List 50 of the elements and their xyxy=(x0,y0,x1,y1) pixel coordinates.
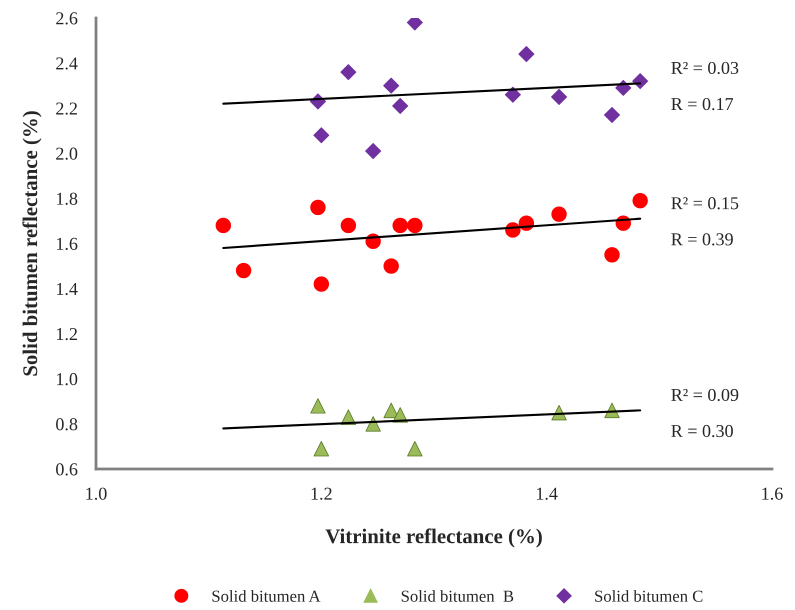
annotation: R² = 0.03 xyxy=(671,62,738,74)
y-tick-label: 1.8 xyxy=(56,192,78,205)
point xyxy=(216,218,232,234)
annotation: R = 0.30 xyxy=(671,424,733,438)
point xyxy=(340,218,356,234)
x-tick-label: 1.4 xyxy=(536,488,558,500)
annotation: R = 0.17 xyxy=(671,98,734,110)
y-tick-label: 1.4 xyxy=(56,282,78,296)
point xyxy=(392,218,408,234)
point xyxy=(365,143,382,160)
y-tick-label: 1.0 xyxy=(56,373,78,386)
legend-label: Solid bitumen C xyxy=(595,590,702,602)
point xyxy=(504,86,521,103)
legend-label: Solid bitumen A xyxy=(212,590,320,602)
point xyxy=(407,441,423,456)
y-tick-label: 2.2 xyxy=(56,102,77,115)
point xyxy=(551,206,567,222)
point xyxy=(383,258,399,274)
point xyxy=(310,398,326,414)
point xyxy=(310,200,326,216)
point xyxy=(604,106,620,123)
x-tick-label: 1.0 xyxy=(86,488,107,500)
y-tick-label: 2.0 xyxy=(56,148,78,160)
point xyxy=(604,247,620,262)
legend-label: Solid bitumen B xyxy=(402,590,514,602)
point xyxy=(383,402,399,418)
y-tick-label: 0.6 xyxy=(56,463,78,476)
y-tick-label: 1.2 xyxy=(56,328,77,340)
point xyxy=(632,192,648,208)
x-tick-label: 1.2 xyxy=(312,488,332,500)
point xyxy=(314,276,330,292)
y-axis-title: Solid bitumen reflectance (%) xyxy=(22,111,42,376)
y-tick-label: 1.6 xyxy=(56,238,78,250)
y-tick-label: 2.4 xyxy=(56,57,78,70)
point xyxy=(314,441,330,456)
x-axis-title: Vitrinite reflectance (%) xyxy=(325,528,542,548)
x-tick-label: 1.6 xyxy=(762,488,783,500)
annotation: R² = 0.09 xyxy=(671,388,738,402)
point xyxy=(551,88,568,105)
point xyxy=(518,46,534,62)
annotation: R² = 0.15 xyxy=(671,197,738,210)
point xyxy=(407,218,423,234)
point xyxy=(383,78,400,94)
y-tick-label: 2.6 xyxy=(56,12,78,25)
point xyxy=(392,98,408,114)
y-tick-label: 0.8 xyxy=(56,418,78,430)
point xyxy=(340,64,356,80)
point xyxy=(236,262,252,278)
point xyxy=(313,127,330,144)
annotation: R = 0.39 xyxy=(671,233,733,246)
